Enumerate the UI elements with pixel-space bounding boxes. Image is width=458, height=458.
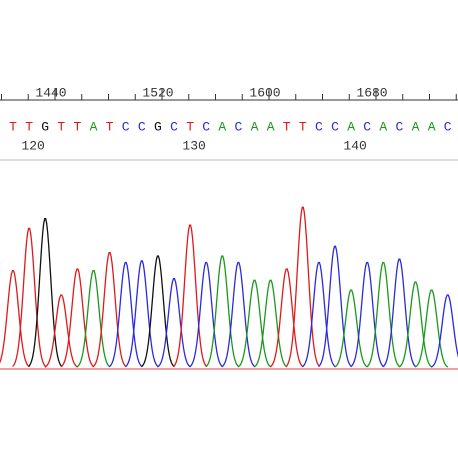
base-call: C (444, 119, 452, 134)
base-call: T (186, 119, 194, 134)
base-call: T (57, 119, 65, 134)
trace-peak (301, 261, 336, 368)
base-call: C (202, 119, 210, 134)
base-call: A (428, 119, 436, 134)
trace-peak (189, 261, 224, 368)
trace-peak (173, 224, 208, 367)
trace-peak (269, 268, 304, 368)
base-call: C (363, 119, 371, 134)
base-call: A (412, 119, 420, 134)
base-call: A (267, 119, 275, 134)
trace-peak (108, 261, 143, 368)
trace-peak (398, 281, 433, 368)
trace-peak (124, 260, 159, 368)
base-position: 120 (21, 138, 44, 153)
base-call: C (138, 119, 146, 134)
base-call: A (218, 119, 226, 134)
trace-peak (140, 255, 175, 368)
trace-peak (382, 258, 417, 368)
base-call: T (9, 119, 17, 134)
base-call: T (106, 119, 114, 134)
ruler-label: 1680 (356, 85, 387, 100)
base-call: C (170, 119, 178, 134)
base-call: C (234, 119, 242, 134)
base-call: T (299, 119, 307, 134)
ruler-label: 1600 (249, 85, 280, 100)
base-call: A (379, 119, 387, 134)
trace-peak (334, 289, 368, 368)
base-call: A (251, 119, 259, 134)
trace-peak (318, 245, 352, 368)
trace-peak (76, 269, 111, 368)
trace-peak (44, 294, 79, 368)
base-call: C (122, 119, 130, 134)
base-call: C (315, 119, 323, 134)
base-call: T (283, 119, 291, 134)
trace-peak (28, 218, 63, 367)
trace-peak (92, 252, 127, 368)
base-call: C (331, 119, 339, 134)
base-call: G (41, 119, 49, 134)
trace-peak (237, 279, 272, 368)
trace-peak (350, 261, 385, 368)
trace-peak (285, 206, 320, 367)
base-call: A (90, 119, 98, 134)
trace-peak (253, 279, 288, 368)
base-position: 140 (343, 138, 366, 153)
trace-peak (205, 255, 240, 368)
base-call: T (73, 119, 81, 134)
trace-peak (366, 261, 401, 368)
ruler-label: 1440 (35, 85, 66, 100)
trace-peak (430, 294, 458, 368)
ruler-label: 1520 (142, 85, 173, 100)
base-position: 130 (182, 138, 205, 153)
trace-peak (12, 227, 47, 367)
trace-peak (157, 278, 191, 368)
base-call: T (25, 119, 33, 134)
base-call: C (395, 119, 403, 134)
trace-peak (60, 268, 95, 368)
trace-peak (0, 269, 30, 368)
base-call: A (347, 119, 355, 134)
base-call: G (154, 119, 162, 134)
trace-peak (221, 261, 256, 368)
trace-peak (414, 289, 449, 368)
